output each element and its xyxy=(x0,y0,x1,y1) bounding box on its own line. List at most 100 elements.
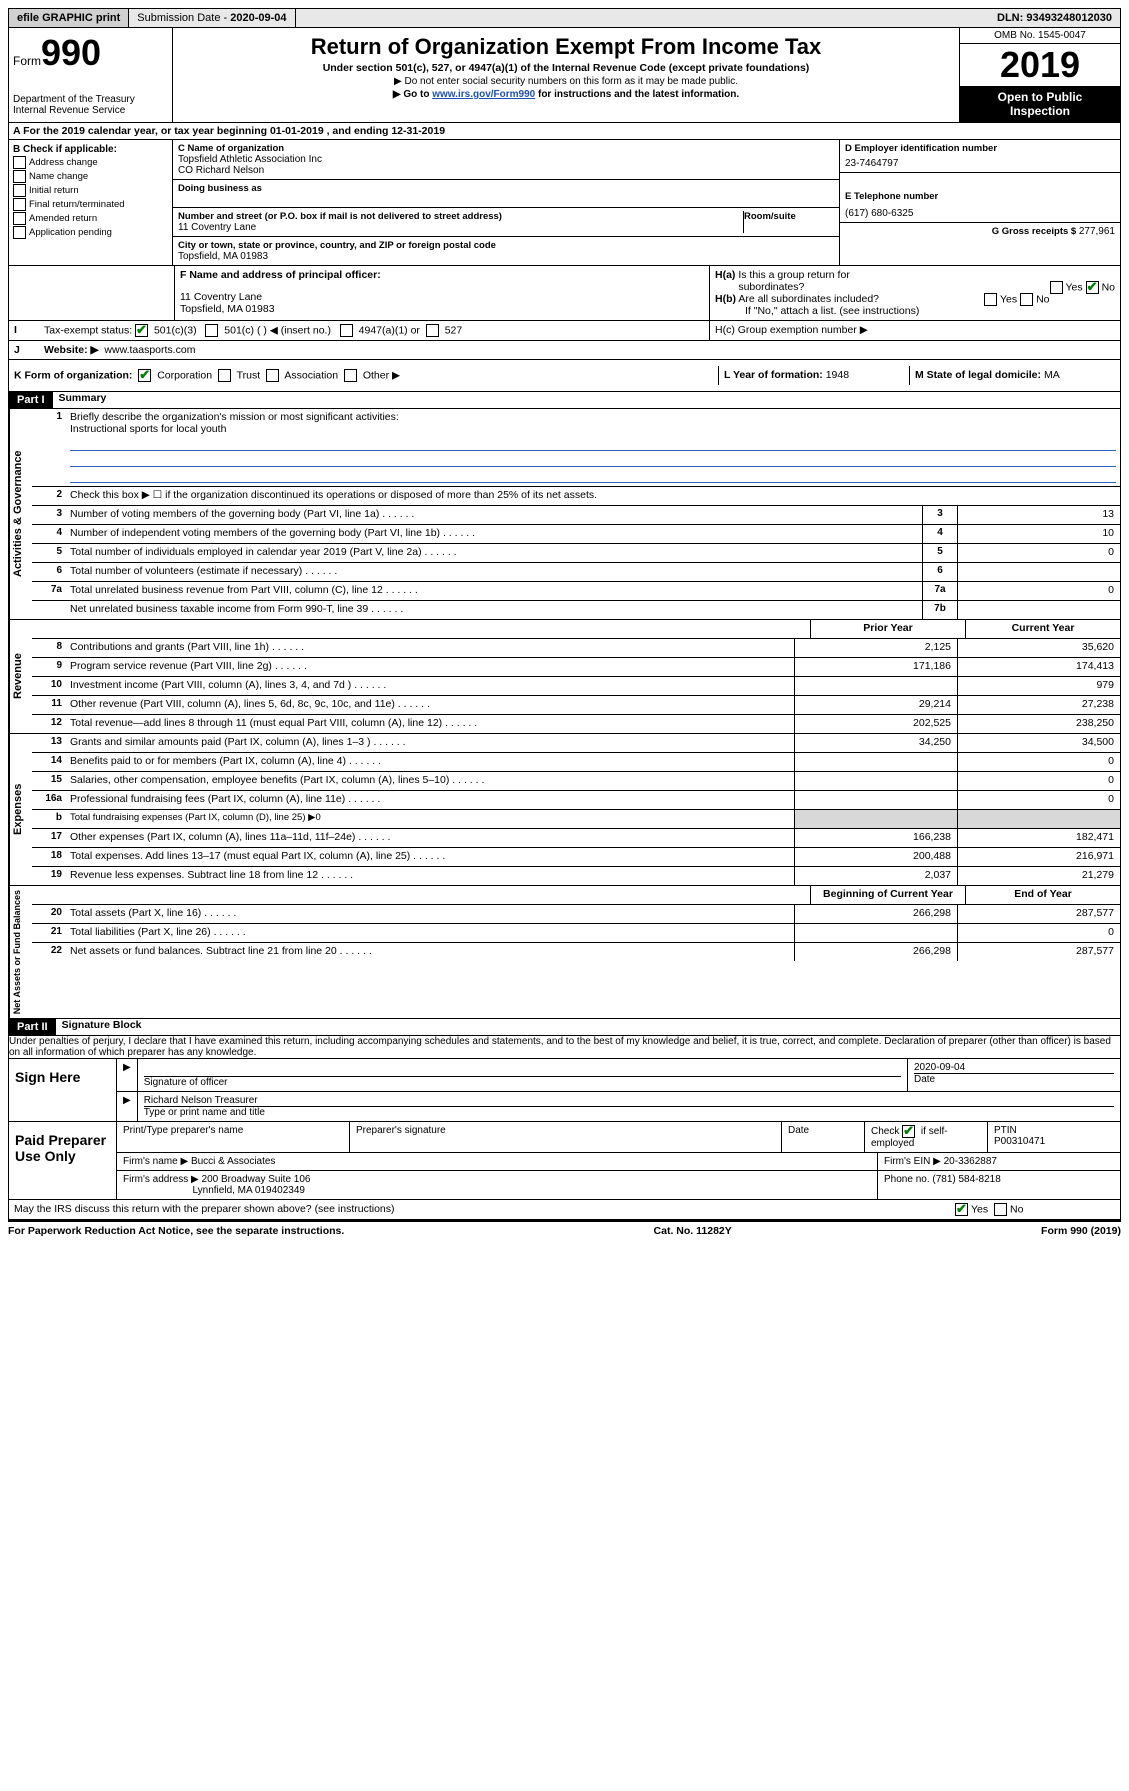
table-row: Total unrelated business revenue from Pa… xyxy=(66,582,922,600)
paid-preparer-label: Paid Preparer Use Only xyxy=(9,1122,117,1199)
part-i-header: Part ISummary xyxy=(8,392,1121,409)
signature-block: Sign Here ▶ Signature of officer 2020-09… xyxy=(8,1059,1121,1200)
chk-4947[interactable] xyxy=(340,324,353,337)
chk-corp[interactable] xyxy=(138,369,151,382)
table-row: Total liabilities (Part X, line 26) xyxy=(66,924,794,942)
discuss-line: May the IRS discuss this return with the… xyxy=(8,1200,1121,1220)
table-row: Program service revenue (Part VIII, line… xyxy=(66,658,794,676)
col-begin: Beginning of Current Year xyxy=(810,886,965,904)
chk-final-return[interactable]: Final return/terminated xyxy=(13,198,168,211)
table-row: Total revenue—add lines 8 through 11 (mu… xyxy=(66,715,794,733)
org-city: Topsfield, MA 01983 xyxy=(178,251,834,262)
table-row: Other revenue (Part VIII, column (A), li… xyxy=(66,696,794,714)
prep-date-label: Date xyxy=(782,1122,865,1152)
chk-assoc[interactable] xyxy=(266,369,279,382)
phone: (617) 680-6325 xyxy=(845,208,1115,219)
officer-label: F Name and address of principal officer: xyxy=(180,269,381,281)
chk-other[interactable] xyxy=(344,369,357,382)
line-2: Check this box ▶ ☐ if the organization d… xyxy=(66,487,1120,505)
officer-addr2: Topsfield, MA 01983 xyxy=(180,303,704,315)
irs-link[interactable]: www.irs.gov/Form990 xyxy=(432,89,535,100)
prep-sig-label: Preparer's signature xyxy=(350,1122,782,1152)
col-current: Current Year xyxy=(965,620,1120,638)
firm-addr2: Lynnfield, MA 019402349 xyxy=(192,1185,305,1196)
prep-print-label: Print/Type preparer's name xyxy=(117,1122,350,1152)
firm-ein: 20-3362887 xyxy=(944,1156,997,1167)
chk-501c3[interactable] xyxy=(135,324,148,337)
column-d: D Employer identification number 23-7464… xyxy=(839,140,1120,265)
table-row: Total number of individuals employed in … xyxy=(66,544,922,562)
line-k: K Form of organization: Corporation Trus… xyxy=(8,360,1121,392)
table-row: Grants and similar amounts paid (Part IX… xyxy=(66,734,794,752)
website[interactable]: www.taasports.com xyxy=(104,344,195,356)
table-row: Contributions and grants (Part VIII, lin… xyxy=(66,639,794,657)
discuss-yes[interactable] xyxy=(955,1203,968,1216)
top-bar: efile GRAPHIC print Submission Date - 20… xyxy=(8,8,1121,28)
sig-date: 2020-09-04 xyxy=(914,1062,1114,1073)
footer: For Paperwork Reduction Act Notice, see … xyxy=(8,1220,1121,1240)
h-b-note: If "No," attach a list. (see instruction… xyxy=(715,305,1115,317)
summary-net: Net Assets or Fund Balances Beginning of… xyxy=(8,886,1121,1019)
chk-527[interactable] xyxy=(426,324,439,337)
org-co: CO Richard Nelson xyxy=(178,165,834,176)
footer-left: For Paperwork Reduction Act Notice, see … xyxy=(8,1225,344,1237)
gross-receipts: 277,961 xyxy=(1079,226,1115,237)
summary-expenses: Expenses 13Grants and similar amounts pa… xyxy=(8,734,1121,886)
mission-label: Briefly describe the organization's miss… xyxy=(70,411,1116,423)
chk-address-change[interactable]: Address change xyxy=(13,156,168,169)
col-prior: Prior Year xyxy=(810,620,965,638)
date-label: Date xyxy=(914,1073,1114,1085)
table-row: Net unrelated business taxable income fr… xyxy=(66,601,922,619)
prep-check: Check if self-employed xyxy=(865,1122,988,1152)
submission-date: Submission Date - 2020-09-04 xyxy=(129,9,295,27)
irs-label: Internal Revenue Service xyxy=(13,105,168,116)
table-row: Number of voting members of the governin… xyxy=(66,506,922,524)
table-row: Investment income (Part VIII, column (A)… xyxy=(66,677,794,695)
year-formation: 1948 xyxy=(826,369,849,381)
summary-revenue: Revenue Prior YearCurrent Year 8Contribu… xyxy=(8,620,1121,734)
gross-label: G Gross receipts $ xyxy=(992,226,1079,237)
h-c: H(c) Group exemption number ▶ xyxy=(709,321,1120,340)
column-b: B Check if applicable: Address change Na… xyxy=(9,140,173,265)
chk-amended[interactable]: Amended return xyxy=(13,212,168,225)
firm-addr1: 200 Broadway Suite 106 xyxy=(202,1174,311,1185)
line-i: I Tax-exempt status: 501(c)(3) 501(c) ( … xyxy=(8,321,1121,341)
line-a-period: A For the 2019 calendar year, or tax yea… xyxy=(8,123,1121,140)
sign-here-label: Sign Here xyxy=(9,1059,117,1121)
open-public: Open to PublicInspection xyxy=(960,86,1120,122)
chk-app-pending[interactable]: Application pending xyxy=(13,226,168,239)
dba-label: Doing business as xyxy=(178,183,834,194)
part-ii-header: Part IISignature Block xyxy=(8,1019,1121,1036)
chk-trust[interactable] xyxy=(218,369,231,382)
phone-label: E Telephone number xyxy=(845,191,1115,202)
h-b: H(b) Are all subordinates included? Yes … xyxy=(715,293,1115,305)
org-name-label: C Name of organization xyxy=(178,143,834,154)
discuss-no[interactable] xyxy=(994,1203,1007,1216)
footer-right: Form 990 (2019) xyxy=(1041,1225,1121,1237)
firm-name: Bucci & Associates xyxy=(191,1156,275,1167)
ptin-label: PTIN xyxy=(994,1125,1017,1136)
ssn-note: ▶ Do not enter social security numbers o… xyxy=(177,76,955,87)
table-row: Total number of volunteers (estimate if … xyxy=(66,563,922,581)
sig-officer-label: Signature of officer xyxy=(144,1077,228,1088)
summary-governance: Activities & Governance 1 Briefly descri… xyxy=(8,409,1121,620)
table-row: Salaries, other compensation, employee b… xyxy=(66,772,794,790)
col-end: End of Year xyxy=(965,886,1120,904)
firm-phone: (781) 584-8218 xyxy=(932,1174,1000,1185)
table-row: Total expenses. Add lines 13–17 (must eq… xyxy=(66,848,794,866)
form-subtitle: Under section 501(c), 527, or 4947(a)(1)… xyxy=(177,62,955,74)
section-fh: F Name and address of principal officer:… xyxy=(8,266,1121,321)
chk-name-change[interactable]: Name change xyxy=(13,170,168,183)
table-row: Revenue less expenses. Subtract line 18 … xyxy=(66,867,794,885)
table-row: Net assets or fund balances. Subtract li… xyxy=(66,943,794,961)
chk-501c[interactable] xyxy=(205,324,218,337)
footer-mid: Cat. No. 11282Y xyxy=(654,1225,732,1237)
officer-name: Richard Nelson Treasurer xyxy=(144,1095,1114,1106)
form-header: Form990 Department of the Treasury Inter… xyxy=(8,28,1121,123)
table-row: Total assets (Part X, line 16) xyxy=(66,905,794,923)
column-c: C Name of organization Topsfield Athleti… xyxy=(173,140,839,265)
chk-initial-return[interactable]: Initial return xyxy=(13,184,168,197)
efile-print-button[interactable]: efile GRAPHIC print xyxy=(9,9,129,27)
dept-treasury: Department of the Treasury xyxy=(13,94,168,105)
city-label: City or town, state or province, country… xyxy=(178,240,834,251)
